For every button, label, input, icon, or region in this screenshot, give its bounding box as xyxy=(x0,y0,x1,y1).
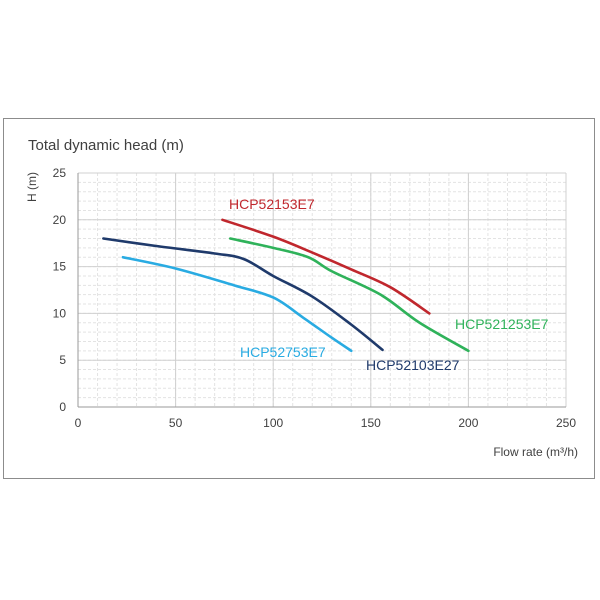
x-axis-label: Flow rate (m³/h) xyxy=(493,445,578,459)
y-tick-label: 25 xyxy=(53,166,67,180)
label-hcp521253e7: HCP521253E7 xyxy=(455,316,549,332)
label-hcp52753e7: HCP52753E7 xyxy=(240,344,326,360)
x-tick-label: 100 xyxy=(263,416,283,430)
x-tick-label: 150 xyxy=(361,416,381,430)
series-lines xyxy=(102,218,470,353)
tick-labels: 0 50 100 150 200 250 0 5 10 15 20 25 xyxy=(53,166,577,430)
y-tick-label: 0 xyxy=(59,400,66,414)
y-tick-label: 5 xyxy=(59,353,66,367)
x-tick-label: 0 xyxy=(75,416,82,430)
y-tick-label: 20 xyxy=(53,213,67,227)
series-labels: HCP52153E7 HCP521253E7 HCP52103E27 HCP52… xyxy=(229,196,549,373)
series-line-hcp52753e7 xyxy=(121,255,353,353)
chart-title: Total dynamic head (m) xyxy=(28,137,184,154)
x-tick-label: 200 xyxy=(458,416,478,430)
grid xyxy=(78,172,567,407)
label-hcp52153e7: HCP52153E7 xyxy=(229,196,315,212)
y-tick-label: 15 xyxy=(53,260,67,274)
y-axis-label: H (m) xyxy=(25,172,39,202)
x-tick-label: 50 xyxy=(169,416,183,430)
axes xyxy=(77,173,566,408)
series-line-hcp52153e7 xyxy=(221,218,431,315)
series-line-hcp52103e27 xyxy=(102,237,384,352)
label-hcp52103e27: HCP52103E27 xyxy=(366,357,460,373)
x-tick-label: 250 xyxy=(556,416,576,430)
y-tick-label: 10 xyxy=(53,306,67,320)
chart-frame xyxy=(3,118,595,479)
series-line-hcp521253e7 xyxy=(228,237,470,353)
